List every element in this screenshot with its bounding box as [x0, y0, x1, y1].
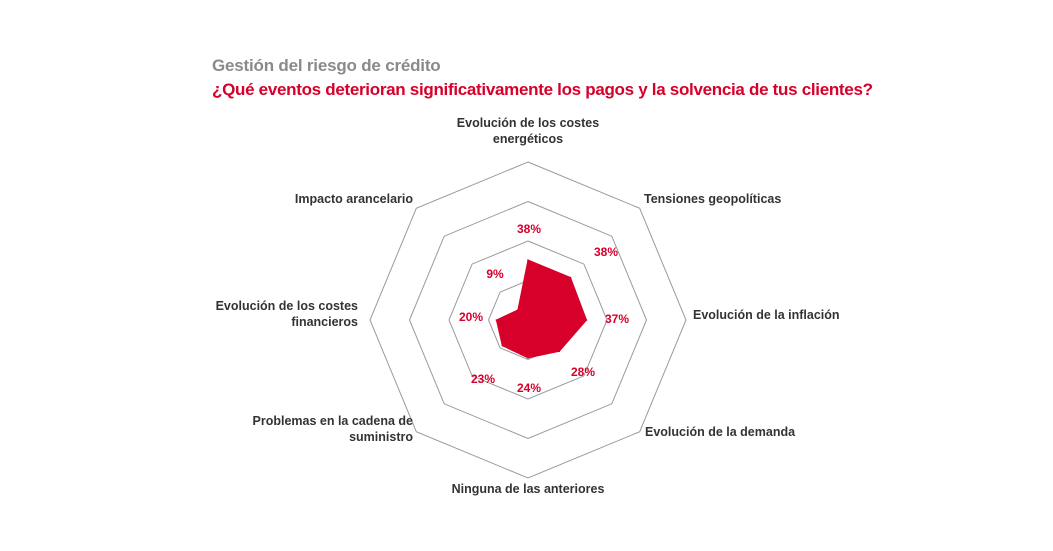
category-label-4: Evolución de la demanda: [645, 425, 796, 439]
value-label-1: 38%: [517, 222, 541, 236]
chart-title: Gestión del riesgo de crédito: [212, 56, 441, 75]
value-label-6: 23%: [471, 372, 495, 386]
data-point-3: [585, 319, 588, 321]
value-label-5: 24%: [517, 381, 541, 395]
category-label-line: Evolución de la demanda: [645, 425, 796, 439]
data-point-6: [501, 344, 504, 347]
category-label-6: Problemas en la cadena de suministro: [253, 414, 414, 444]
value-label-3: 37%: [605, 312, 629, 326]
value-label-7: 20%: [459, 310, 483, 324]
data-point-5: [527, 357, 529, 359]
category-label-5: Ninguna de las anteriores: [452, 482, 605, 496]
value-label-8: 9%: [486, 267, 504, 281]
category-label-line: Impacto arancelario: [295, 192, 413, 206]
chart-subtitle: ¿Qué eventos deterioran significativamen…: [212, 80, 873, 99]
radar-grid: [369, 161, 687, 479]
category-label-2: Tensiones geopolíticas: [644, 192, 781, 206]
category-label-line: Evolución de la inflación: [693, 308, 840, 322]
value-labels: 38% 38% 37% 28% 24% 23% 20% 9%: [459, 222, 629, 395]
category-label-line: Tensiones geopolíticas: [644, 192, 781, 206]
grid-ring-2: [448, 240, 608, 400]
category-label-3: Evolución de la inflación: [693, 308, 840, 322]
category-labels: Evolución de los costes energéticos Tensio…: [216, 116, 840, 496]
category-label-7: Evolución de los costes financieros: [216, 299, 358, 329]
value-label-2: 38%: [594, 245, 618, 259]
data-point-1: [527, 259, 529, 261]
category-label-line: Problemas en la cadena de: [253, 414, 414, 428]
category-label-line: suministro: [349, 430, 413, 444]
category-label-line: energéticos: [493, 132, 563, 146]
category-label-8: Impacto arancelario: [295, 192, 413, 206]
radar-series: [495, 259, 588, 359]
category-label-1: Evolución de los costes energéticos: [457, 116, 599, 146]
grid-ring-3: [408, 200, 648, 440]
series-area: [495, 259, 588, 359]
category-label-line: Ninguna de las anteriores: [452, 482, 605, 496]
category-label-line: Evolución de los costes: [457, 116, 599, 130]
data-point-8: [517, 309, 519, 311]
data-point-4: [558, 350, 561, 353]
grid-ring-4: [369, 161, 687, 479]
category-label-line: financieros: [291, 315, 358, 329]
data-point-7: [495, 319, 498, 321]
category-label-line: Evolución de los costes: [216, 299, 358, 313]
value-label-4: 28%: [571, 365, 595, 379]
data-point-2: [569, 276, 572, 279]
